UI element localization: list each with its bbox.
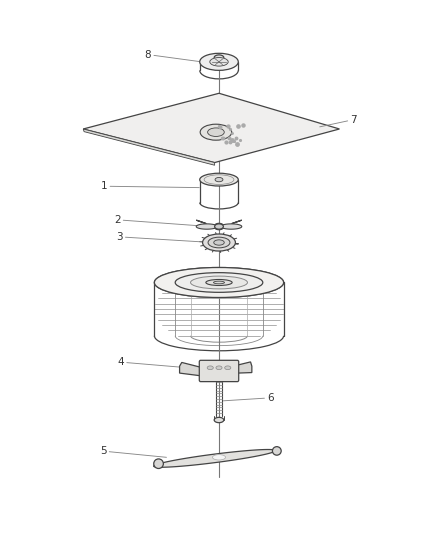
Ellipse shape xyxy=(215,224,223,229)
Ellipse shape xyxy=(214,55,224,60)
Ellipse shape xyxy=(200,124,232,140)
Ellipse shape xyxy=(207,366,213,370)
Text: 5: 5 xyxy=(100,446,166,457)
Ellipse shape xyxy=(200,173,238,186)
Polygon shape xyxy=(221,224,242,229)
Polygon shape xyxy=(196,220,206,224)
Ellipse shape xyxy=(216,366,222,370)
Polygon shape xyxy=(232,220,242,224)
Polygon shape xyxy=(83,129,215,165)
Text: 4: 4 xyxy=(117,357,201,369)
Text: 7: 7 xyxy=(320,115,357,127)
FancyBboxPatch shape xyxy=(199,360,239,382)
Text: 8: 8 xyxy=(145,50,209,63)
Ellipse shape xyxy=(154,268,284,297)
Ellipse shape xyxy=(214,240,224,245)
Ellipse shape xyxy=(208,237,230,248)
Text: 3: 3 xyxy=(116,232,204,242)
Ellipse shape xyxy=(214,223,224,230)
Ellipse shape xyxy=(272,447,281,455)
Text: 1: 1 xyxy=(101,181,199,191)
Ellipse shape xyxy=(214,281,224,284)
Ellipse shape xyxy=(212,455,226,460)
Ellipse shape xyxy=(210,58,228,66)
Polygon shape xyxy=(154,449,276,467)
Ellipse shape xyxy=(191,276,247,289)
Polygon shape xyxy=(196,224,217,229)
Ellipse shape xyxy=(202,234,236,251)
Ellipse shape xyxy=(214,417,224,423)
Text: 6: 6 xyxy=(223,393,274,403)
Ellipse shape xyxy=(208,128,224,136)
Polygon shape xyxy=(180,362,201,376)
Ellipse shape xyxy=(206,279,232,286)
Text: 2: 2 xyxy=(114,215,202,226)
Polygon shape xyxy=(237,362,252,373)
Ellipse shape xyxy=(154,459,163,469)
Ellipse shape xyxy=(225,366,231,370)
Polygon shape xyxy=(83,93,339,163)
Ellipse shape xyxy=(200,53,238,70)
Ellipse shape xyxy=(175,273,263,292)
Ellipse shape xyxy=(215,177,223,182)
